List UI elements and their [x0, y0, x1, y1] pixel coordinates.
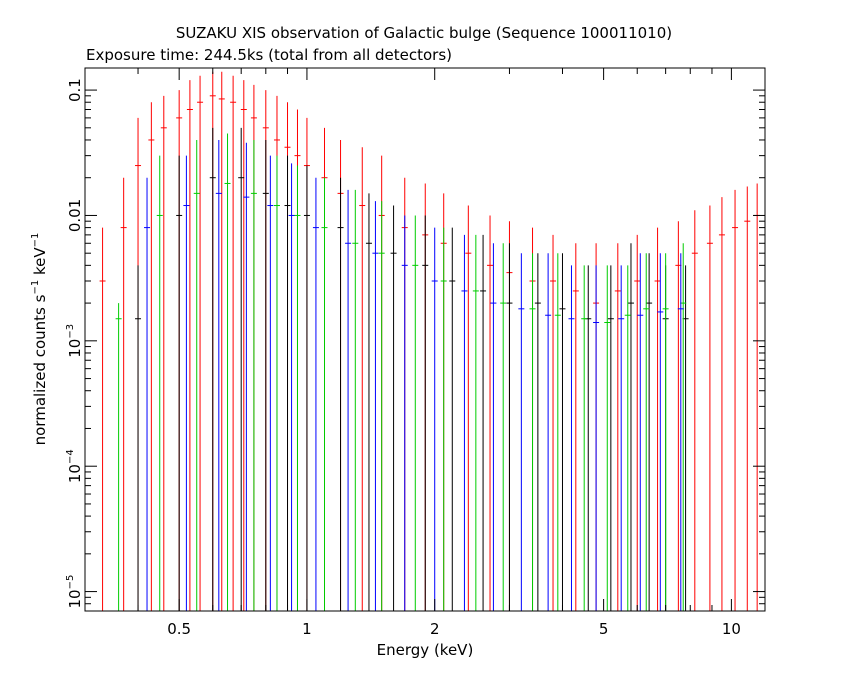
- series-0: [99, 71, 761, 611]
- y-axis-label-main: normalized counts s: [31, 294, 49, 445]
- y-tick-label-3: 10−4: [65, 449, 84, 483]
- chart-title: SUZAKU XIS observation of Galactic bulge…: [176, 24, 672, 42]
- series-3: [144, 139, 684, 611]
- y-axis-label-unit: keV: [31, 247, 49, 280]
- x-tick-label-0: 0.5: [167, 620, 191, 638]
- y-tick-label-exp-2: −3: [65, 324, 76, 339]
- x-tick-label-4: 10: [722, 620, 741, 638]
- y-tick-label-exp-3: −4: [65, 449, 76, 464]
- y-tick-label-4: 10−5: [65, 575, 84, 609]
- y-tick-label-base-3: 10: [66, 464, 84, 483]
- y-tick-label-base-1: 0.01: [66, 199, 84, 232]
- x-axis-label: Energy (keV): [377, 641, 474, 659]
- series-1: [135, 127, 689, 611]
- tick-marks: [84, 68, 765, 612]
- plot-frame: [84, 67, 766, 612]
- y-tick-label-1: 0.01: [66, 199, 84, 232]
- y-tick-label-base-2: 10: [66, 339, 84, 358]
- series-2: [115, 133, 687, 611]
- x-tick-label-1: 1: [302, 620, 312, 638]
- y-tick-label-0: 0.1: [66, 78, 84, 102]
- y-axis-label: normalized counts s−1 keV−1: [30, 233, 49, 446]
- series-layer: [99, 71, 761, 611]
- y-tick-label-base-0: 0.1: [66, 78, 84, 102]
- y-tick-label-2: 10−3: [65, 324, 84, 358]
- axis-layer: 0.5 1 2 5 100.10.0110−310−410−5: [65, 68, 765, 638]
- y-axis-label-exp2: −1: [30, 233, 41, 248]
- y-axis-label-exp1: −1: [30, 280, 41, 295]
- x-tick-label-2: 2: [430, 620, 440, 638]
- chart-subtitle: Exposure time: 244.5ks (total from all d…: [86, 46, 452, 64]
- y-tick-label-exp-4: −5: [65, 575, 76, 590]
- y-tick-label-base-4: 10: [66, 589, 84, 608]
- x-tick-label-3: 5: [599, 620, 609, 638]
